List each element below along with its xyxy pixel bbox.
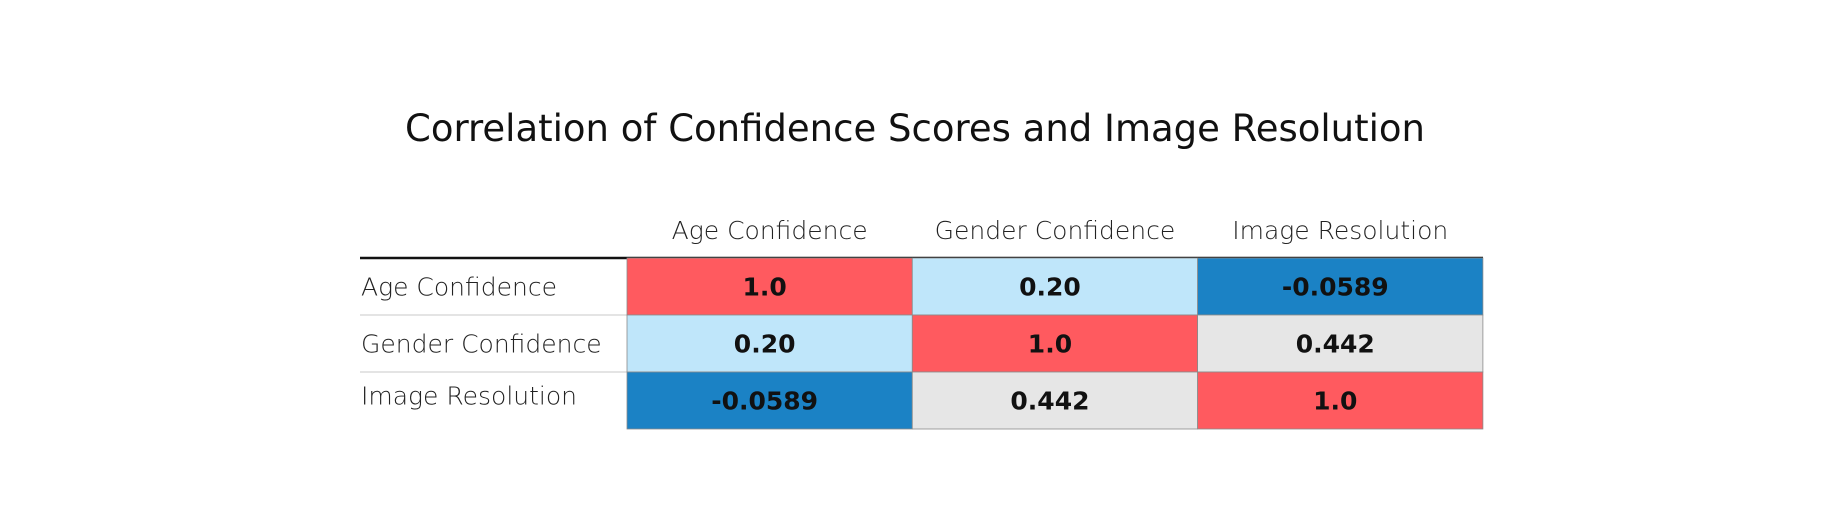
heatmap-cell (626, 314, 913, 373)
cell-value-label: 1.0 (1028, 330, 1072, 359)
row-label: Gender Confidence (361, 330, 602, 359)
cell-value-label: -0.0589 (1282, 273, 1389, 302)
heatmap-cell (911, 371, 1198, 430)
cell-value-label: 0.20 (1019, 273, 1081, 302)
heatmap-cell (626, 257, 913, 316)
cell-value-label: 0.442 (1010, 387, 1089, 416)
column-header: Image Resolution (1232, 216, 1448, 245)
heatmap-cell (911, 257, 1198, 316)
row-label: Image Resolution (361, 382, 577, 411)
cell-value-label: 0.20 (734, 330, 796, 359)
heatmap-cell (626, 371, 913, 430)
column-header: Gender Confidence (935, 216, 1176, 245)
chart-title: Correlation of Confidence Scores and Ima… (405, 107, 1425, 150)
heatmap-cell (1197, 371, 1484, 430)
table-body: Age Confidence Gender Confidence Image Res… (360, 216, 1484, 430)
cell-value-label: 1.0 (743, 273, 787, 302)
cell-value-label: 0.442 (1296, 330, 1375, 359)
cell-value-label: -0.0589 (711, 387, 818, 416)
row-label: Age Confidence (361, 273, 557, 302)
column-header: Age Confidence (672, 216, 868, 245)
heatmap-cell (1197, 257, 1484, 316)
cell-value-label: 1.0 (1313, 387, 1357, 416)
